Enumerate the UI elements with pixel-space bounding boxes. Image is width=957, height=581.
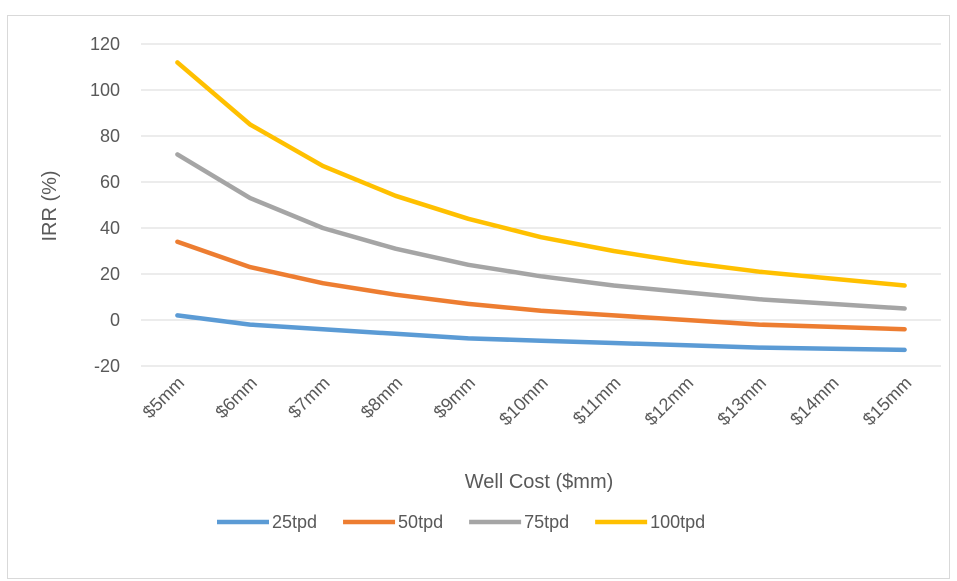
chart-area	[7, 15, 950, 579]
x-tick-label: $7mm	[284, 373, 334, 423]
gridlines	[141, 43, 941, 367]
x-axis-ticks: $5mm $6mm $7mm $8mm $9mm $10mm $11mm $12mm $13mm…	[139, 373, 916, 430]
x-tick-label: $13mm	[713, 373, 770, 430]
legend-label: 100tpd	[650, 512, 705, 532]
series-lines	[175, 60, 907, 353]
legend-item-100tpd: 100tpd	[595, 512, 705, 532]
series-line-50tpd	[175, 239, 907, 332]
legend-item-25tpd: 25tpd	[217, 512, 317, 532]
y-tick-label: 120	[90, 34, 120, 54]
x-axis-title: Well Cost ($mm)	[465, 471, 614, 493]
legend-label: 75tpd	[524, 512, 569, 532]
y-axis-title: IRR (%)	[39, 170, 61, 241]
y-tick-label: 60	[100, 172, 120, 192]
y-axis-ticks: -20 0 20 40 60 80 100 120	[90, 34, 120, 376]
x-tick-label: $15mm	[859, 373, 916, 430]
legend-label: 50tpd	[398, 512, 443, 532]
series-line-75tpd	[175, 152, 907, 311]
x-tick-label: $11mm	[569, 373, 625, 429]
legend-item-75tpd: 75tpd	[469, 512, 569, 532]
y-tick-label: 0	[110, 310, 120, 330]
x-tick-label: $9mm	[430, 373, 480, 423]
x-tick-label: $14mm	[786, 373, 843, 430]
x-tick-label: $6mm	[211, 373, 261, 423]
legend: 25tpd 50tpd 75tpd 100tpd	[217, 512, 705, 532]
series-line-100tpd	[175, 60, 907, 288]
y-tick-label: 20	[100, 264, 120, 284]
x-tick-label: $8mm	[357, 373, 407, 423]
x-tick-label: $12mm	[641, 373, 698, 430]
y-tick-label: 80	[100, 126, 120, 146]
y-tick-label: -20	[94, 356, 120, 376]
legend-item-50tpd: 50tpd	[343, 512, 443, 532]
y-tick-label: 100	[90, 80, 120, 100]
x-tick-label: $5mm	[139, 373, 189, 423]
series-line-25tpd	[175, 313, 907, 353]
x-tick-label: $10mm	[495, 373, 552, 430]
y-tick-label: 40	[100, 218, 120, 238]
legend-label: 25tpd	[272, 512, 317, 532]
